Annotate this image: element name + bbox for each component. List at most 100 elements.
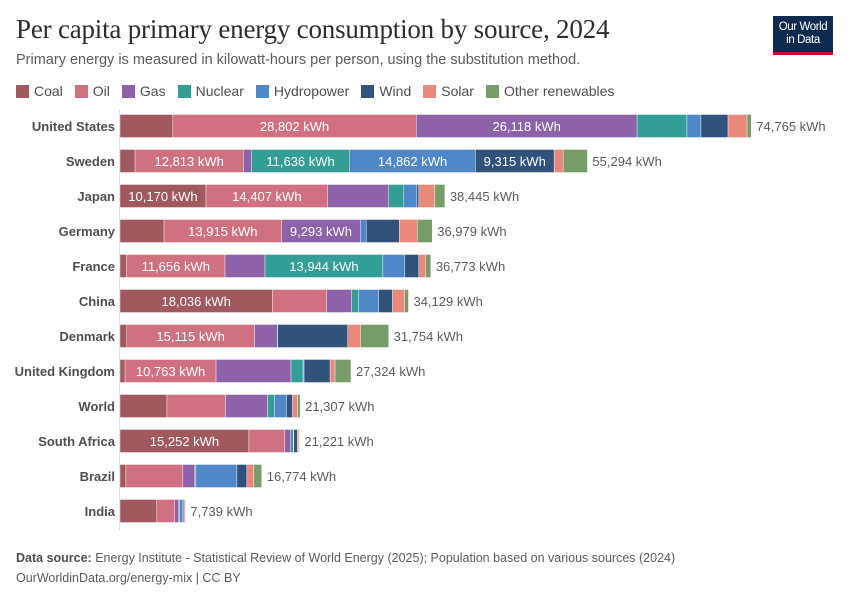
- bar-segment-gas[interactable]: [284, 429, 291, 453]
- bar-segment-wind[interactable]: [378, 289, 393, 313]
- legend-item-nuclear[interactable]: Nuclear: [177, 83, 244, 99]
- bar-segment-wind[interactable]: [700, 114, 729, 138]
- bar-row[interactable]: Germany 13,915 kWh 9,293 kWh 36,979 kWh: [59, 219, 507, 243]
- bar-segment-nuclear[interactable]: [267, 394, 275, 418]
- bar-row[interactable]: Denmark 15,115 kWh 31,754 kWh: [59, 324, 463, 348]
- bar-segment-hydropower[interactable]: [358, 289, 379, 313]
- bar-segment-oil[interactable]: [248, 429, 285, 453]
- bar-segment-coal[interactable]: [119, 499, 157, 523]
- legend-item-solar[interactable]: Solar: [423, 83, 474, 99]
- bar-row[interactable]: India 7,739 kWh: [85, 499, 253, 523]
- bar-row[interactable]: World 21,307 kWh: [78, 394, 374, 418]
- bar-segment-other-renewables[interactable]: [297, 394, 301, 418]
- bar-segment-other-renewables[interactable]: [360, 324, 389, 348]
- bar-segment-wind[interactable]: [293, 429, 298, 453]
- bar-segment-hydropower[interactable]: [686, 114, 702, 138]
- bar-segment-coal[interactable]: [119, 114, 174, 138]
- bar-segment-hydropower[interactable]: [403, 184, 418, 208]
- legend-item-oil[interactable]: Oil: [74, 83, 110, 99]
- bar-segment-other-renewables[interactable]: [434, 184, 446, 208]
- legend-swatch: [74, 84, 88, 98]
- bar-segment-nuclear[interactable]: [290, 429, 294, 453]
- bar-segment-other-renewables[interactable]: [425, 254, 432, 278]
- bar-segment-hydropower[interactable]: [360, 219, 367, 243]
- bar-segment-wind[interactable]: [236, 464, 248, 488]
- bar-segment-solar[interactable]: [392, 289, 405, 313]
- segment-value-label: 13,944 kWh: [289, 259, 358, 274]
- bar-segment-hydropower[interactable]: [274, 394, 287, 418]
- bar-segment-coal[interactable]: [119, 359, 126, 383]
- bar-segment-gas[interactable]: [326, 289, 352, 313]
- bar-segment-wind[interactable]: [366, 219, 400, 243]
- bar-segment-coal[interactable]: [119, 464, 127, 488]
- bar-segment-solar[interactable]: [418, 254, 427, 278]
- bar-segment-solar[interactable]: [347, 324, 361, 348]
- bar-row[interactable]: United Kingdom 10,763 kWh 27,324 kWh: [15, 359, 426, 383]
- bar-segment-solar[interactable]: [296, 429, 300, 453]
- bar-row[interactable]: Brazil 16,774 kWh: [80, 464, 337, 488]
- bar-segment-solar[interactable]: [398, 219, 418, 243]
- bar-segment-gas[interactable]: [225, 394, 268, 418]
- bar-row[interactable]: China 18,036 kWh 34,129 kWh: [79, 289, 483, 313]
- bar-segment-nuclear[interactable]: [290, 359, 304, 383]
- bar-segment-solar[interactable]: [418, 184, 436, 208]
- category-label: Brazil: [80, 469, 115, 484]
- legend-item-coal[interactable]: Coal: [16, 83, 63, 99]
- bar-segment-nuclear[interactable]: [351, 289, 359, 313]
- bar-segment-other-renewables[interactable]: [746, 114, 752, 138]
- bar-row[interactable]: Japan 10,170 kWh 14,407 kWh 38,445 kWh: [77, 184, 519, 208]
- legend-label: Coal: [34, 83, 63, 99]
- bar-segment-gas[interactable]: [182, 464, 196, 488]
- bar-segment-other-renewables[interactable]: [562, 149, 588, 173]
- bar-segment-coal[interactable]: [119, 219, 165, 243]
- bar-segment-wind[interactable]: [404, 254, 420, 278]
- bar-segment-hydropower[interactable]: [382, 254, 406, 278]
- footer: Data source: Energy Institute - Statisti…: [16, 548, 675, 588]
- legend-item-gas[interactable]: Gas: [121, 83, 166, 99]
- bar-segment-coal[interactable]: [119, 324, 127, 348]
- legend-item-other-renewables[interactable]: Other renewables: [485, 83, 614, 99]
- legend-swatch: [485, 84, 499, 98]
- bar-segment-other-renewables[interactable]: [253, 464, 262, 488]
- bar-segment-coal[interactable]: [119, 254, 127, 278]
- bar-segment-coal[interactable]: [119, 394, 168, 418]
- bar-segment-nuclear[interactable]: [388, 184, 405, 208]
- bar-segment-gas[interactable]: [254, 324, 278, 348]
- bar-row[interactable]: Sweden 12,813 kWh 11,636 kWh 14,862 kWh 9,31…: [66, 149, 662, 173]
- bar-segment-nuclear[interactable]: [636, 114, 688, 138]
- bar-segment-solar[interactable]: [553, 149, 564, 173]
- bar-segment-other-renewables[interactable]: [334, 359, 352, 383]
- bar-segment-gas[interactable]: [224, 254, 266, 278]
- bar-segment-hydropower[interactable]: [179, 499, 183, 523]
- bar-row[interactable]: South Africa 15,252 kWh 21,221 kWh: [38, 429, 374, 453]
- bar-segment-gas[interactable]: [327, 184, 389, 208]
- bar-segment-oil[interactable]: [166, 394, 226, 418]
- owid-logo[interactable]: Our World in Data: [773, 16, 833, 55]
- bar-segment-solar[interactable]: [727, 114, 748, 138]
- legend-item-hydropower[interactable]: Hydropower: [255, 83, 349, 99]
- bar-row[interactable]: France 11,656 kWh 13,944 kWh 36,773 kWh: [72, 254, 505, 278]
- bar-row[interactable]: United States 28,802 kWh 26,118 kWh 74,765 …: [32, 114, 826, 138]
- category-label: South Africa: [38, 434, 116, 449]
- bar-segment-solar[interactable]: [246, 464, 255, 488]
- bar-segment-oil[interactable]: [125, 464, 184, 488]
- legend-item-wind[interactable]: Wind: [361, 83, 411, 99]
- bar-segment-hydropower[interactable]: [195, 464, 238, 488]
- bar-segment-gas[interactable]: [215, 359, 292, 383]
- bar-segment-wind[interactable]: [303, 359, 331, 383]
- bar-segment-gas[interactable]: [174, 499, 179, 523]
- bar-segment-gas[interactable]: [243, 149, 252, 173]
- bar-segment-oil[interactable]: [156, 499, 175, 523]
- bar-segment-coal[interactable]: [119, 149, 136, 173]
- bar-segment-other-renewables[interactable]: [404, 289, 409, 313]
- bar-segment-other-renewables[interactable]: [416, 219, 433, 243]
- bar-segment-other-renewables[interactable]: [298, 429, 300, 453]
- bar-segment-wind[interactable]: [286, 394, 293, 418]
- footer-url[interactable]: OurWorldinData.org/energy-mix | CC BY: [16, 571, 241, 585]
- bar-segment-solar[interactable]: [329, 359, 336, 383]
- bar-segment-solar[interactable]: [292, 394, 298, 418]
- bar-segment-wind[interactable]: [277, 324, 348, 348]
- bar-segment-oil[interactable]: [272, 289, 327, 313]
- source-text: Energy Institute - Statistical Review of…: [95, 551, 676, 565]
- bar-segment-wind[interactable]: [416, 184, 420, 208]
